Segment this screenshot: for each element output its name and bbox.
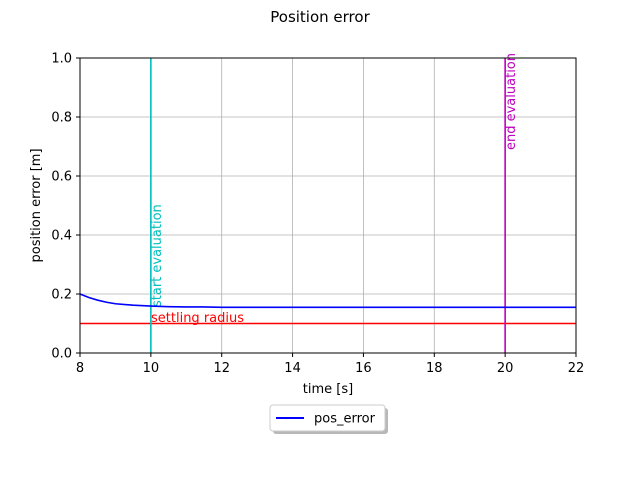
x-tick-label: 16: [355, 361, 372, 376]
chart-title: Position error: [270, 8, 370, 26]
x-tick-label: 8: [76, 361, 84, 376]
x-tick-label: 12: [213, 361, 230, 376]
x-tick-label: 14: [284, 361, 301, 376]
y-tick-label: 0.4: [51, 229, 72, 244]
legend-label-pos-error: pos_error: [314, 412, 376, 427]
y-tick-label: 0.8: [51, 111, 72, 126]
x-tick-label: 10: [143, 361, 160, 376]
axis-ticks: 8 10 12 14 16 18 20 22 0.0 0.2 0.4 0.6 0.8 1.0: [51, 52, 584, 377]
y-tick-label: 0.2: [51, 288, 72, 303]
x-axis-label: time [s]: [303, 382, 353, 397]
series-lines: [79, 293, 576, 309]
y-axis-label: position error [m]: [29, 148, 44, 262]
annotation-label-settling-radius: settling radius: [151, 311, 244, 326]
legend-box: [269, 404, 386, 432]
y-tick-label: 0.6: [51, 170, 72, 185]
annotation-label-start-evaluation: start evaluation: [150, 204, 165, 307]
series-line-pos-error: [79, 293, 576, 309]
y-tick-label: 1.0: [51, 52, 72, 67]
x-tick-label: 18: [426, 361, 443, 376]
annotation-label-end-evaluation: end evaluation: [504, 53, 519, 150]
x-tick-label: 20: [497, 361, 514, 376]
plot-frame: [79, 57, 577, 354]
y-tick-label: 0.0: [51, 347, 72, 362]
legend: pos_error: [269, 404, 388, 434]
annotation-lines: settling radius start evaluation end evalu…: [80, 53, 576, 353]
x-tick-label: 22: [568, 361, 585, 376]
